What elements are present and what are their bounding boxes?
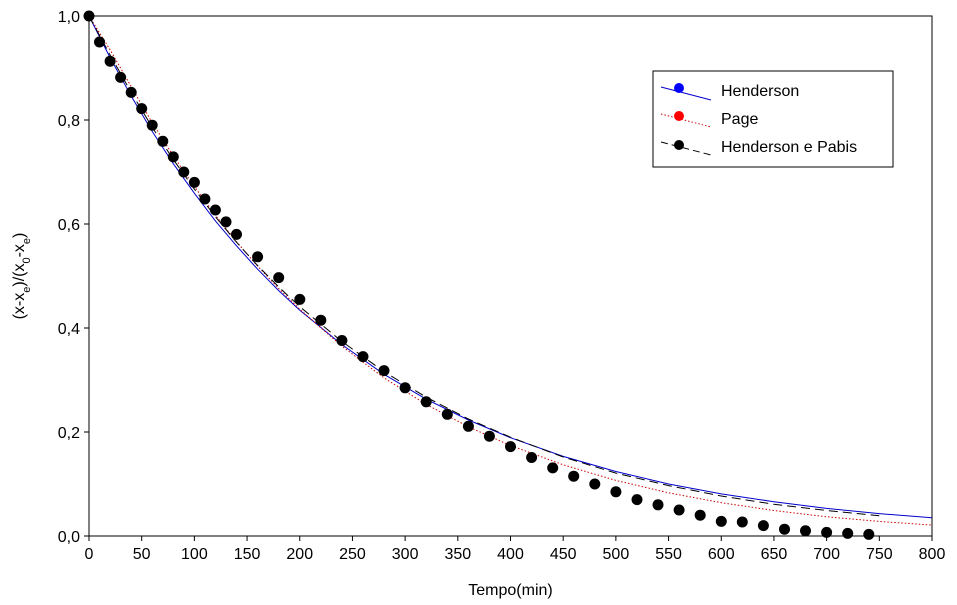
- data-point: [420, 396, 432, 408]
- data-point: [715, 515, 727, 527]
- data-point: [199, 193, 211, 205]
- data-point: [136, 103, 148, 115]
- x-tick-label: 500: [603, 546, 630, 563]
- data-point: [157, 135, 169, 147]
- x-tick-label: 400: [497, 546, 524, 563]
- x-tick-label: 300: [392, 546, 419, 563]
- legend-item-henderson-e-pabis: Henderson e Pabis: [660, 139, 857, 156]
- x-tick-label: 550: [655, 546, 682, 563]
- data-point: [115, 71, 127, 83]
- data-point: [399, 382, 411, 394]
- data-point: [125, 86, 137, 98]
- legend-marker-page: [674, 111, 684, 121]
- data-point: [94, 36, 105, 48]
- data-point: [273, 272, 285, 284]
- data-point: [357, 351, 369, 363]
- data-point: [821, 526, 833, 538]
- data-point: [441, 408, 453, 420]
- x-tick-label: 600: [708, 546, 735, 563]
- data-point: [863, 528, 875, 540]
- legend-marker-henderson: [674, 83, 684, 93]
- y-tick-label: 1,0: [58, 9, 80, 26]
- x-tick-label: 650: [761, 546, 788, 563]
- x-axis-title: Tempo(min): [468, 582, 552, 599]
- y-tick-label: 0,4: [58, 321, 80, 338]
- data-point: [526, 452, 538, 463]
- data-point: [757, 520, 769, 532]
- data-point: [336, 335, 348, 346]
- data-point: [842, 527, 854, 539]
- data-point: [694, 509, 706, 521]
- data-point: [462, 420, 474, 432]
- x-tick-label: 200: [286, 546, 313, 563]
- data-point: [589, 478, 601, 490]
- data-point: [610, 486, 622, 498]
- legend: Henderson Page Henderson e Pabis: [652, 70, 894, 168]
- y-tick-label: 0,6: [58, 217, 80, 234]
- legend-label-henderson: Henderson: [721, 83, 799, 100]
- data-point: [252, 251, 264, 263]
- data-point: [315, 314, 327, 326]
- y-tick-label: 0,2: [58, 425, 80, 442]
- data-point: [167, 151, 179, 163]
- x-tick-label: 800: [919, 546, 946, 563]
- markers-layer: [83, 10, 875, 540]
- data-point: [736, 516, 748, 528]
- y-tick-label: 0,8: [58, 113, 80, 130]
- legend-item-page: Page: [660, 111, 758, 128]
- legend-line-page: [660, 113, 712, 128]
- data-point: [568, 470, 580, 482]
- legend-label-page: Page: [721, 111, 758, 128]
- x-tick-label: 450: [550, 546, 577, 563]
- data-point: [209, 204, 221, 216]
- data-point: [294, 293, 306, 305]
- x-tick-label: 250: [339, 546, 366, 563]
- data-point: [800, 525, 811, 537]
- x-tick-label: 700: [813, 546, 840, 563]
- legend-line-henderson-e-pabis: [660, 141, 712, 156]
- x-tick-label: 350: [444, 546, 471, 563]
- data-point: [378, 365, 390, 377]
- data-point: [483, 430, 495, 442]
- data-point: [104, 55, 116, 67]
- legend-marker-henderson-e-pabis: [674, 140, 684, 150]
- y-tick-label: 0,0: [58, 529, 80, 546]
- x-tick-label: 0: [85, 546, 94, 563]
- legend-item-henderson: Henderson: [660, 83, 799, 101]
- legend-label-henderson-e-pabis: Henderson e Pabis: [721, 139, 857, 156]
- data-point: [779, 523, 790, 535]
- x-axis: 0 50 100 150 200 250 300 350 400 450 500 550 600 650 7…: [85, 536, 946, 563]
- data-point: [146, 119, 158, 131]
- data-point: [83, 10, 95, 22]
- data-point: [652, 499, 664, 511]
- legend-line-henderson: [660, 86, 712, 101]
- legend-box: [652, 70, 894, 168]
- y-axis: 0,0 0,2 0,4 0,6 0,8 1,0: [58, 9, 89, 546]
- data-point: [505, 441, 516, 453]
- data-point: [220, 216, 232, 228]
- data-point: [188, 176, 200, 188]
- x-tick-label: 100: [181, 546, 208, 563]
- data-point: [547, 462, 559, 474]
- x-tick-label: 750: [866, 546, 893, 563]
- data-point: [631, 494, 643, 506]
- x-tick-label: 50: [133, 546, 151, 563]
- y-axis-title: (x-xe)/(x0-xe): [11, 233, 33, 320]
- data-point: [673, 504, 685, 516]
- x-tick-label: 150: [234, 546, 261, 563]
- data-point: [231, 228, 242, 240]
- data-point: [178, 166, 190, 178]
